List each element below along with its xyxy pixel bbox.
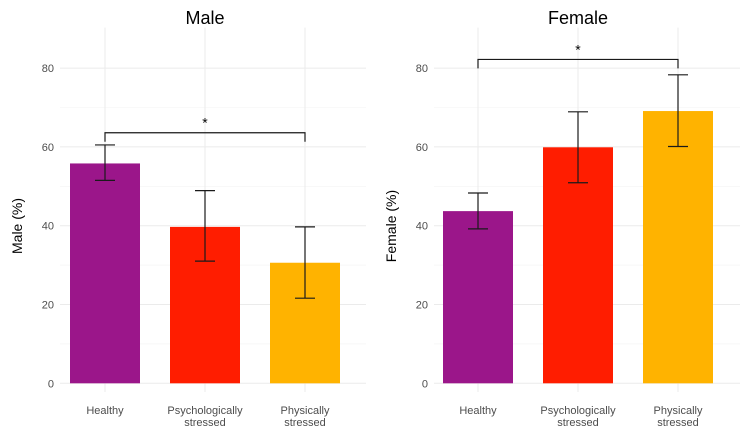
significance-marker: * — [202, 115, 208, 131]
x-tick-label-line: stressed — [284, 417, 326, 429]
x-tick-label: Psychologically stressed — [167, 405, 243, 429]
y-axis-label: Male (%) — [9, 198, 25, 254]
x-tick-label: Healthy — [459, 405, 497, 417]
x-tick-label: Physically stressed — [281, 405, 330, 429]
x-tick-label-line: Physically — [654, 405, 703, 417]
x-tick-label-line: stressed — [184, 417, 226, 429]
y-axis-label: Female (%) — [383, 190, 399, 262]
significance-bracket — [477, 58, 679, 69]
x-tick-label: Physically stressed — [654, 405, 703, 429]
panel-title: Male — [185, 8, 224, 28]
significance-bracket — [104, 132, 306, 142]
y-tick-label: 80 — [416, 63, 428, 75]
x-tick-label-line: stressed — [557, 417, 599, 429]
bar-psychologically-stressed — [543, 147, 613, 384]
y-tick-label: 0 — [48, 378, 54, 390]
y-tick-label: 40 — [42, 221, 54, 233]
x-tick-label-line: Healthy — [459, 405, 497, 417]
significance-marker: * — [575, 41, 581, 57]
x-tick-label-line: stressed — [657, 417, 699, 429]
x-tick-label-line: Healthy — [86, 405, 124, 417]
y-tick-label: 20 — [42, 300, 54, 312]
x-tick-label-line: Physically — [281, 405, 330, 417]
x-tick-label-line: Psychologically — [540, 405, 616, 417]
y-tick-label: 60 — [416, 142, 428, 154]
y-tick-label: 0 — [422, 378, 428, 390]
x-tick-label-line: Psychologically — [167, 405, 243, 417]
bar-physically-stressed — [643, 111, 713, 384]
x-tick-label: Healthy — [86, 405, 124, 417]
y-tick-label: 40 — [416, 221, 428, 233]
x-tick-label: Psychologically stressed — [540, 405, 616, 429]
y-tick-label: 20 — [416, 300, 428, 312]
y-tick-label: 80 — [42, 63, 54, 75]
panel-title: Female — [548, 8, 608, 28]
bar-healthy — [70, 163, 140, 384]
y-tick-label: 60 — [42, 142, 54, 154]
bar-healthy — [443, 211, 513, 384]
